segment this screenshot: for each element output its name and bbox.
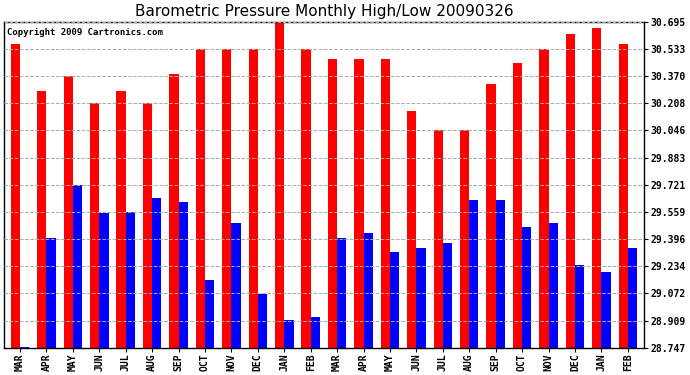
Bar <box>11 44 20 348</box>
Bar <box>495 200 505 348</box>
Bar <box>328 59 337 348</box>
Bar <box>575 265 584 348</box>
Bar <box>126 211 135 348</box>
Bar <box>231 224 241 348</box>
Bar <box>37 91 46 348</box>
Bar <box>602 272 611 348</box>
Bar <box>248 50 258 348</box>
Bar <box>169 74 179 348</box>
Bar <box>117 91 126 348</box>
Bar <box>20 347 29 348</box>
Bar <box>628 248 637 348</box>
Bar <box>275 21 284 348</box>
Bar <box>364 233 373 348</box>
Bar <box>302 50 310 348</box>
Bar <box>433 130 443 348</box>
Bar <box>90 103 99 348</box>
Bar <box>469 200 478 348</box>
Bar <box>143 103 152 348</box>
Title: Barometric Pressure Monthly High/Low 20090326: Barometric Pressure Monthly High/Low 200… <box>135 4 513 19</box>
Bar <box>152 198 161 348</box>
Bar <box>337 238 346 348</box>
Bar <box>179 202 188 348</box>
Bar <box>381 59 390 348</box>
Bar <box>284 320 293 348</box>
Bar <box>73 185 82 348</box>
Bar <box>549 224 558 348</box>
Bar <box>592 28 602 348</box>
Bar <box>196 50 205 348</box>
Bar <box>63 76 73 348</box>
Bar <box>354 59 364 348</box>
Bar <box>513 63 522 348</box>
Bar <box>258 294 267 348</box>
Bar <box>566 34 575 348</box>
Bar <box>222 50 231 348</box>
Bar <box>460 130 469 348</box>
Bar <box>540 50 549 348</box>
Bar <box>99 213 108 348</box>
Bar <box>486 84 495 348</box>
Bar <box>46 238 56 348</box>
Bar <box>618 44 628 348</box>
Text: Copyright 2009 Cartronics.com: Copyright 2009 Cartronics.com <box>8 28 164 37</box>
Bar <box>443 243 452 348</box>
Bar <box>390 252 400 348</box>
Bar <box>205 280 214 348</box>
Bar <box>416 248 426 348</box>
Bar <box>407 111 416 348</box>
Bar <box>310 317 320 348</box>
Bar <box>522 226 531 348</box>
